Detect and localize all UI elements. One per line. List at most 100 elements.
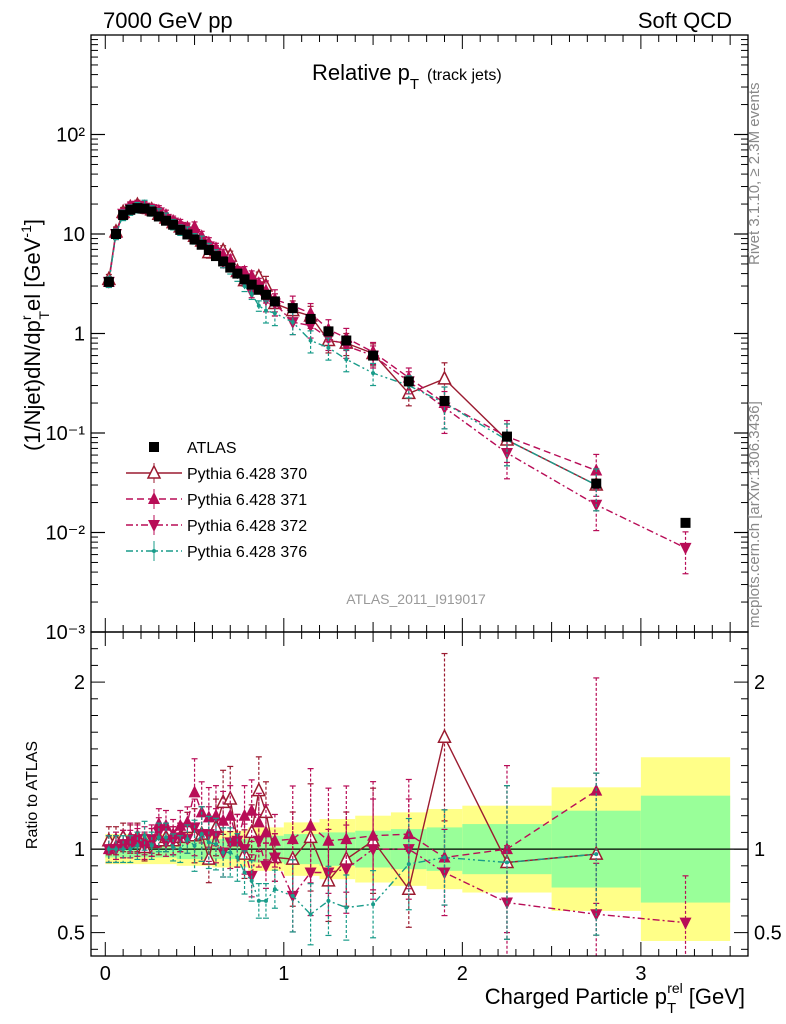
data-point bbox=[594, 852, 599, 857]
data-point bbox=[437, 728, 452, 743]
data-point bbox=[437, 370, 452, 385]
data-point bbox=[121, 847, 126, 852]
data-point bbox=[438, 867, 451, 880]
data-point bbox=[368, 350, 379, 361]
data-point bbox=[287, 303, 298, 314]
data-point bbox=[323, 326, 334, 337]
data-point bbox=[263, 898, 268, 903]
data-point bbox=[253, 284, 264, 295]
y-axis-label: (1/Njet)dN/dpr Tel [GeV-1] bbox=[18, 219, 52, 451]
data-point bbox=[156, 835, 161, 840]
data-point bbox=[252, 835, 265, 848]
data-point bbox=[125, 204, 136, 215]
data-point bbox=[196, 239, 207, 250]
y-tick-label: 10⁻³ bbox=[46, 622, 86, 644]
legend-marker bbox=[148, 520, 160, 532]
ratio-tick-label-left: 0.5 bbox=[57, 923, 85, 945]
y-tick-label: 10² bbox=[56, 125, 85, 147]
data-point bbox=[679, 917, 692, 930]
data-point bbox=[168, 219, 179, 230]
data-point bbox=[304, 818, 317, 831]
data-point bbox=[591, 478, 602, 489]
x-axis-label: Charged Particle pTrel [GeV] bbox=[485, 980, 745, 1017]
ratio-tick-label-left: 2 bbox=[74, 672, 85, 694]
x-tick-label: 0 bbox=[100, 963, 111, 985]
chart-title-note: (track jets) bbox=[427, 67, 502, 84]
x-axis-label-unit: [GeV] bbox=[689, 984, 745, 1009]
data-point bbox=[326, 898, 331, 903]
series-atlas bbox=[103, 203, 691, 528]
data-point bbox=[182, 229, 193, 240]
data-point bbox=[242, 284, 247, 289]
ratio-tick-label-right: 2 bbox=[754, 672, 765, 694]
data-point bbox=[256, 898, 261, 903]
data-point bbox=[238, 844, 251, 857]
data-point bbox=[110, 229, 121, 239]
data-point bbox=[263, 308, 268, 313]
data-point bbox=[242, 870, 247, 875]
mcplots-label: mcplots.cern.ch [arXiv:1306.3436] bbox=[746, 401, 763, 628]
data-point bbox=[188, 822, 201, 835]
legend-label: Pythia 6.428 370 bbox=[187, 466, 307, 483]
legend-marker bbox=[152, 549, 156, 553]
data-point bbox=[195, 805, 208, 818]
data-point bbox=[326, 345, 331, 350]
legend-item-p371: Pythia 6.428 371 bbox=[126, 489, 307, 509]
data-point bbox=[305, 313, 316, 324]
series-p371 bbox=[102, 677, 603, 934]
data-point bbox=[290, 893, 295, 898]
data-point bbox=[340, 832, 353, 845]
legend-label: Pythia 6.428 371 bbox=[187, 492, 307, 509]
data-point bbox=[344, 905, 349, 910]
chart-title-sub: T bbox=[410, 76, 419, 93]
data-point bbox=[680, 517, 691, 528]
data-point bbox=[163, 835, 168, 840]
data-point bbox=[402, 827, 415, 840]
data-point bbox=[171, 845, 176, 850]
y-tick-label: 1 bbox=[74, 324, 85, 346]
data-point bbox=[160, 215, 171, 226]
legend-item-p376: Pythia 6.428 376 bbox=[126, 541, 307, 561]
data-point bbox=[286, 832, 299, 845]
data-point bbox=[124, 839, 137, 852]
data-point bbox=[224, 808, 237, 821]
legend-marker bbox=[149, 442, 159, 452]
data-point bbox=[199, 832, 204, 837]
data-point bbox=[128, 847, 133, 852]
data-point bbox=[501, 431, 512, 442]
data-point bbox=[132, 203, 143, 214]
data-point bbox=[203, 245, 214, 256]
data-point bbox=[269, 296, 280, 307]
data-point bbox=[371, 902, 376, 907]
x-tick-label: 2 bbox=[457, 963, 468, 985]
data-point bbox=[192, 843, 197, 848]
data-point bbox=[344, 357, 349, 362]
data-point bbox=[221, 850, 226, 855]
data-point bbox=[178, 847, 183, 852]
analysis-watermark: ATLAS_2011_I919017 bbox=[346, 591, 486, 607]
data-point bbox=[272, 311, 277, 316]
data-point bbox=[235, 855, 240, 860]
x-axis-label-sup: rel bbox=[667, 980, 683, 996]
data-point bbox=[367, 844, 380, 857]
data-point bbox=[118, 210, 129, 221]
data-point bbox=[249, 291, 254, 296]
data-point bbox=[231, 835, 244, 848]
data-point bbox=[175, 224, 186, 235]
y-tick-label: 10⁻² bbox=[46, 523, 86, 545]
data-point bbox=[228, 850, 233, 855]
data-point bbox=[260, 289, 271, 300]
data-point bbox=[290, 320, 295, 325]
data-point bbox=[504, 860, 509, 865]
ratio-tick-label-right: 1 bbox=[754, 839, 765, 861]
data-point bbox=[679, 542, 692, 555]
data-point bbox=[135, 843, 140, 848]
data-point bbox=[189, 234, 200, 245]
ratio-axis-label: Ratio to ATLAS bbox=[24, 741, 41, 849]
data-point bbox=[213, 842, 218, 847]
legend-label: ATLAS bbox=[187, 440, 237, 457]
legend-label: Pythia 6.428 376 bbox=[187, 544, 307, 561]
category-label: Soft QCD bbox=[637, 8, 732, 33]
legend-item-p370: Pythia 6.428 370 bbox=[126, 463, 307, 483]
data-point bbox=[500, 447, 513, 460]
